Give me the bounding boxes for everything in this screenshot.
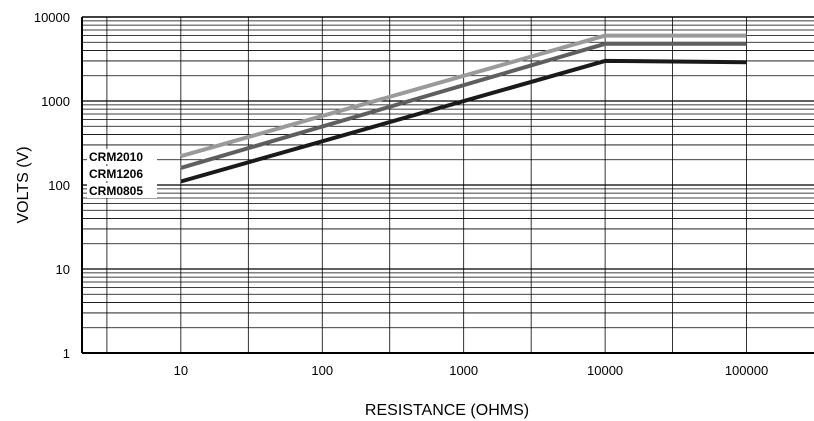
- y-tick-label: 1000: [41, 94, 70, 109]
- x-tick-labels: 10 100 1000 10000 100000: [174, 363, 769, 378]
- x-tick-label: 100: [311, 363, 333, 378]
- series-line-crm1206: [180, 41, 747, 170]
- series-label-crm0805: CRM0805: [89, 184, 143, 198]
- series-label-crm1206: CRM1206: [89, 167, 143, 181]
- y-tick-label: 100: [48, 178, 70, 193]
- y-axis-title: VOLTS (V): [15, 146, 32, 223]
- y-tick-label: 10000: [34, 10, 70, 25]
- x-tick-label: 100000: [725, 363, 768, 378]
- x-tick-label: 10: [174, 363, 188, 378]
- x-tick-label: 10000: [587, 363, 623, 378]
- series-lines: [180, 33, 747, 184]
- series-labels: CRM2010 CRM1206 CRM0805: [87, 149, 157, 198]
- x-axis-title: RESISTANCE (OHMS): [365, 402, 529, 419]
- series-label-bg: [87, 149, 157, 164]
- y-tick-label: 1: [63, 346, 70, 361]
- grid: [82, 16, 814, 354]
- series-line-crm0805: [180, 58, 747, 184]
- series-line-crm2010: [180, 33, 747, 159]
- series-label-bg: [87, 166, 157, 181]
- series-label-crm2010: CRM2010: [89, 150, 143, 164]
- y-tick-labels: 1 10 100 1000 10000: [34, 10, 70, 361]
- x-tick-label: 1000: [449, 363, 478, 378]
- series-label-bg: [87, 183, 157, 198]
- axes: [81, 17, 814, 354]
- y-tick-label: 10: [56, 262, 70, 277]
